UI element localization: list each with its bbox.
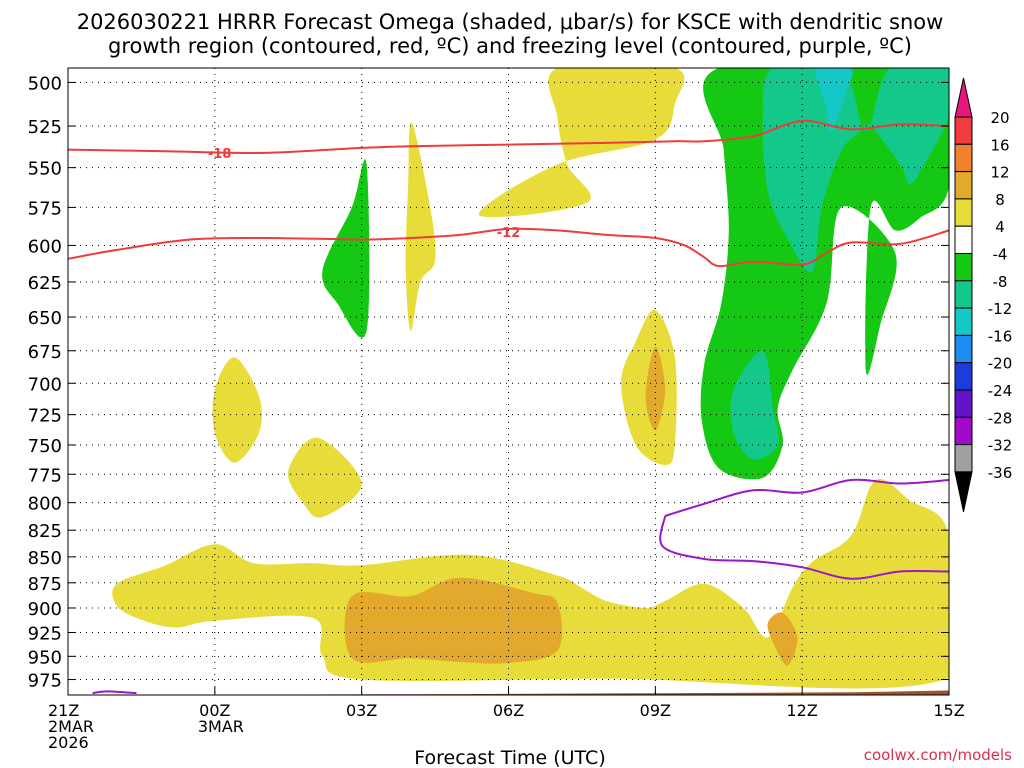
- colorbar-arrow-bottom: [954, 471, 973, 513]
- colorbar-swatch-10: [954, 362, 973, 391]
- y-tick-label-750: 750: [28, 436, 62, 457]
- x-tick-label-4-0: 09Z: [640, 701, 671, 720]
- colorbar-swatch-4: [954, 198, 973, 227]
- credit-link[interactable]: coolwx.com/models: [864, 746, 1012, 764]
- pressure-axis: 500 525 550 575 600 625 650 675 700 725 750 775 800 8…: [28, 73, 949, 692]
- x-tick-label-5-0: 12Z: [787, 701, 818, 720]
- y-tick-label-950: 950: [28, 647, 62, 668]
- omega-region-13: [322, 159, 370, 338]
- y-tick-label-975: 975: [28, 671, 62, 692]
- x-axis-label: Forecast Time (UTC): [414, 747, 605, 768]
- x-tick-label-1-1: 3MAR: [198, 717, 244, 736]
- y-tick-label-800: 800: [28, 494, 62, 515]
- purple-contour-1: [659, 515, 949, 580]
- colorbar-swatch-13: [954, 444, 973, 473]
- colorbar-label-13: -36: [988, 464, 1013, 482]
- red-contour--12: [68, 227, 949, 268]
- colorbar-label-0: 20: [990, 109, 1009, 127]
- colorbar-swatch-7: [954, 280, 973, 309]
- x-tick-label-0-1: 2MAR: [48, 717, 94, 736]
- plot-area: -18 -12: [67, 67, 950, 696]
- colorbar-swatch-12: [954, 416, 973, 446]
- colorbar-swatch-5: [954, 225, 973, 254]
- y-tick-label-925: 925: [28, 623, 62, 644]
- red-contour-label-1: -12: [497, 226, 521, 241]
- chart-title-line-1: 2026030221 HRRR Forecast Omega (shaded, …: [77, 10, 944, 34]
- omega-region-1: [344, 577, 563, 664]
- y-tick-label-550: 550: [28, 159, 62, 180]
- colorbar-label-2: 12: [990, 164, 1009, 182]
- colorbar-arrow-top: [954, 77, 973, 118]
- x-tick-label-6-0: 15Z: [933, 701, 964, 720]
- omega-region-0: [112, 478, 949, 689]
- x-tick-label-2-0: 03Z: [346, 701, 377, 720]
- colorbar-label-11: -28: [988, 409, 1013, 427]
- omega-region-3: [479, 68, 685, 218]
- x-tick-label-0-2: 2026: [48, 733, 89, 752]
- colorbar-swatch-6: [954, 253, 973, 282]
- y-tick-label-650: 650: [28, 308, 62, 329]
- red-contour-label-0: -18: [208, 147, 232, 162]
- colorbar-swatch-8: [954, 307, 973, 336]
- y-tick-label-700: 700: [28, 374, 62, 395]
- y-tick-label-875: 875: [28, 574, 62, 595]
- colorbar-label-10: -24: [988, 382, 1013, 400]
- omega-region-2: [767, 612, 798, 666]
- omega-region-8: [287, 437, 362, 518]
- colorbar-label-3: 8: [995, 191, 1005, 209]
- colorbar-swatch-2: [954, 143, 973, 173]
- y-tick-label-825: 825: [28, 521, 62, 542]
- y-tick-label-500: 500: [28, 73, 62, 94]
- purple-contour-0: [664, 478, 949, 517]
- omega-region-10: [762, 68, 949, 273]
- colorbar-label-6: -8: [993, 273, 1008, 291]
- omega-colorbar: 20 16 12 8 4 -4 -8 -12 -16 -20 -24 -28 -32 -36: [954, 77, 1013, 513]
- colorbar-label-8: -16: [988, 327, 1013, 345]
- x-tick-label-3-0: 06Z: [493, 701, 524, 720]
- colorbar-label-5: -4: [993, 246, 1008, 264]
- x-tick-label-1-0: 00Z: [199, 701, 230, 720]
- grid-lines: [68, 68, 949, 695]
- y-tick-label-575: 575: [28, 198, 62, 219]
- omega-shading: [112, 68, 949, 689]
- terrain-layer: [68, 690, 949, 695]
- y-tick-label-725: 725: [28, 406, 62, 427]
- omega-region-7: [212, 357, 262, 463]
- colorbar-swatch-3: [954, 171, 973, 200]
- terrain-fill: [68, 690, 949, 695]
- colorbar-label-9: -20: [988, 355, 1013, 373]
- x-tick-label-0-0: 21Z: [48, 701, 79, 720]
- omega-region-11: [730, 350, 779, 460]
- chart-title-line-2: growth region (contoured, red, ºC) and f…: [108, 34, 912, 58]
- y-tick-label-675: 675: [28, 342, 62, 363]
- chart-title: 2026030221 HRRR Forecast Omega (shaded, …: [77, 10, 944, 58]
- y-tick-label-600: 600: [28, 236, 62, 257]
- colorbar-swatch-9: [954, 334, 973, 364]
- omega-region-4: [405, 122, 436, 331]
- colorbar-label-1: 16: [990, 136, 1009, 154]
- colorbar-swatch-11: [954, 389, 973, 418]
- y-tick-label-775: 775: [28, 465, 62, 486]
- omega-region-6: [645, 346, 666, 431]
- colorbar-label-7: -12: [988, 300, 1013, 318]
- y-tick-label-625: 625: [28, 273, 62, 294]
- red-contour--18: [68, 119, 949, 154]
- y-tick-label-850: 850: [28, 548, 62, 569]
- colorbar-swatch-1: [954, 116, 973, 145]
- contour-lines: -18 -12: [68, 119, 949, 695]
- colorbar-label-4: 4: [995, 218, 1005, 236]
- omega-region-12: [816, 68, 853, 132]
- purple-contour-2: [92, 690, 137, 695]
- colorbar-label-12: -32: [988, 437, 1013, 455]
- y-tick-label-525: 525: [28, 117, 62, 138]
- y-tick-label-900: 900: [28, 599, 62, 620]
